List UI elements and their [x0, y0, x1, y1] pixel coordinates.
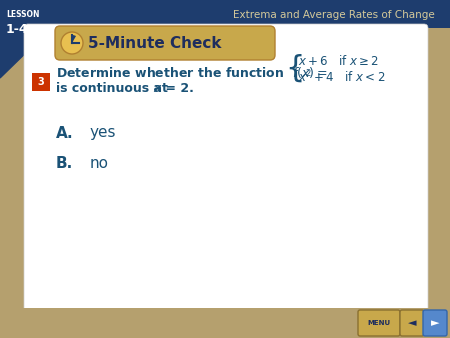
FancyBboxPatch shape: [32, 73, 50, 91]
Text: $x$: $x$: [153, 82, 163, 96]
FancyBboxPatch shape: [358, 310, 400, 336]
Text: LESSON: LESSON: [6, 10, 40, 19]
Text: 3: 3: [38, 77, 45, 87]
Text: $\{$: $\{$: [285, 52, 302, 84]
Text: 1-4: 1-4: [6, 23, 29, 36]
Text: $x^2 + 4$   if $x < 2$: $x^2 + 4$ if $x < 2$: [298, 69, 385, 85]
Text: A.: A.: [56, 125, 74, 141]
Circle shape: [61, 32, 83, 54]
FancyBboxPatch shape: [423, 310, 447, 336]
FancyBboxPatch shape: [24, 24, 428, 317]
Text: = 2.: = 2.: [161, 82, 194, 96]
Text: yes: yes: [90, 125, 117, 141]
Text: Extrema and Average Rates of Change: Extrema and Average Rates of Change: [233, 10, 435, 20]
Text: no: no: [90, 155, 109, 170]
Wedge shape: [72, 35, 76, 43]
FancyBboxPatch shape: [55, 26, 275, 60]
FancyBboxPatch shape: [400, 310, 424, 336]
Text: $x + 6$   if $x \geq 2$: $x + 6$ if $x \geq 2$: [298, 54, 379, 68]
Bar: [0, 308, 450, 338]
Text: MENU: MENU: [368, 320, 391, 326]
Bar: [0, 0, 450, 28]
Text: Determine whether the function  $f(x) =$: Determine whether the function $f(x) =$: [56, 65, 327, 79]
Text: ►: ►: [431, 318, 439, 328]
Text: B.: B.: [56, 155, 73, 170]
Text: ◄: ◄: [408, 318, 416, 328]
Polygon shape: [0, 0, 80, 78]
Text: is continuous at: is continuous at: [56, 82, 172, 96]
Text: 5-Minute Check: 5-Minute Check: [88, 35, 222, 50]
